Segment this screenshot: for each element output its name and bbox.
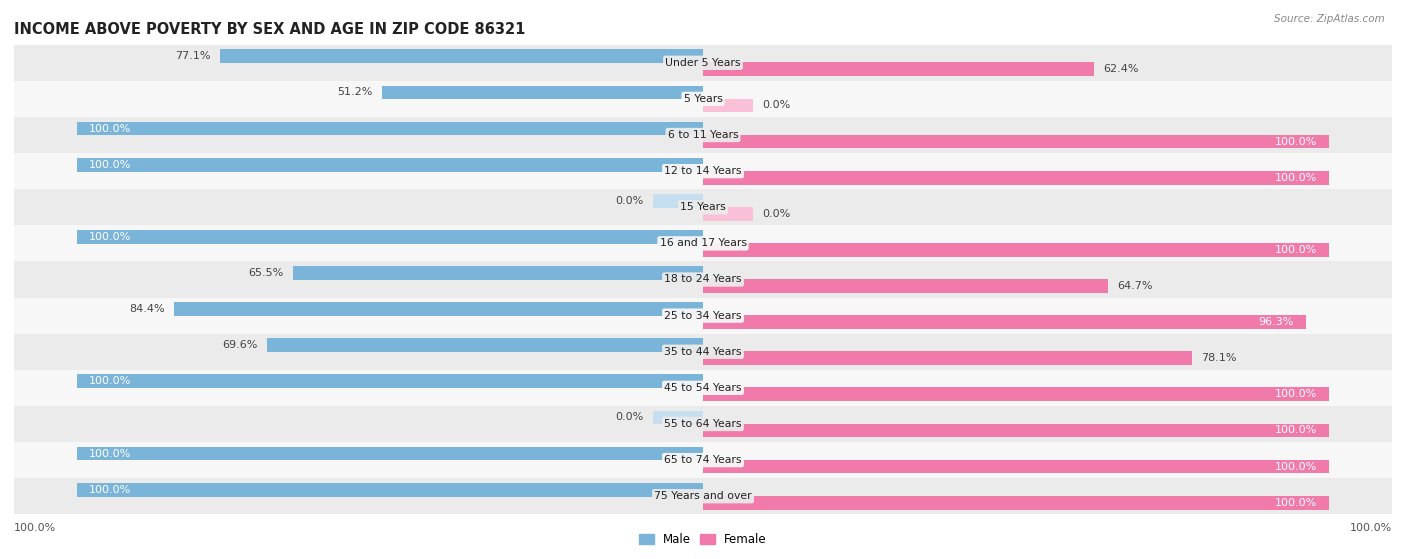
- Text: 100.0%: 100.0%: [89, 124, 132, 134]
- Text: 45 to 54 Years: 45 to 54 Years: [664, 383, 742, 393]
- Text: 25 to 34 Years: 25 to 34 Years: [664, 311, 742, 321]
- Legend: Male, Female: Male, Female: [634, 528, 772, 551]
- Text: 16 and 17 Years: 16 and 17 Years: [659, 238, 747, 248]
- Bar: [14, 45, 1392, 81]
- Text: Source: ZipAtlas.com: Source: ZipAtlas.com: [1274, 14, 1385, 24]
- Bar: [14, 370, 1392, 406]
- Bar: [221, 49, 703, 63]
- Text: 55 to 64 Years: 55 to 64 Years: [664, 419, 742, 429]
- Bar: [77, 122, 703, 135]
- Text: 0.0%: 0.0%: [616, 413, 644, 423]
- Text: 75 Years and over: 75 Years and over: [654, 491, 752, 501]
- Text: 100.0%: 100.0%: [1274, 425, 1317, 435]
- Bar: [77, 158, 703, 172]
- Bar: [703, 496, 1329, 510]
- Text: 69.6%: 69.6%: [222, 340, 257, 350]
- Text: 65.5%: 65.5%: [247, 268, 284, 278]
- Text: 78.1%: 78.1%: [1202, 353, 1237, 363]
- Bar: [382, 86, 703, 100]
- Text: 51.2%: 51.2%: [337, 87, 373, 97]
- Text: 12 to 14 Years: 12 to 14 Years: [664, 166, 742, 176]
- Text: 100.0%: 100.0%: [89, 232, 132, 242]
- Text: 84.4%: 84.4%: [129, 304, 165, 314]
- Bar: [14, 225, 1392, 262]
- Bar: [14, 297, 1392, 334]
- Text: 100.0%: 100.0%: [1274, 462, 1317, 472]
- Text: 100.0%: 100.0%: [1274, 498, 1317, 508]
- Bar: [703, 459, 1329, 473]
- Text: 15 Years: 15 Years: [681, 202, 725, 212]
- Bar: [703, 98, 754, 112]
- Text: 0.0%: 0.0%: [762, 209, 790, 219]
- Text: 100.0%: 100.0%: [1350, 523, 1392, 533]
- Text: 64.7%: 64.7%: [1118, 281, 1153, 291]
- Text: 100.0%: 100.0%: [89, 376, 132, 386]
- Bar: [703, 387, 1329, 401]
- Text: Under 5 Years: Under 5 Years: [665, 58, 741, 68]
- Bar: [14, 117, 1392, 153]
- Text: 100.0%: 100.0%: [14, 523, 56, 533]
- Bar: [703, 243, 1329, 257]
- Text: 18 to 24 Years: 18 to 24 Years: [664, 274, 742, 285]
- Bar: [703, 207, 754, 221]
- Bar: [703, 63, 1094, 76]
- Text: 100.0%: 100.0%: [89, 449, 132, 458]
- Text: 100.0%: 100.0%: [1274, 136, 1317, 146]
- Bar: [14, 442, 1392, 478]
- Bar: [292, 266, 703, 280]
- Bar: [703, 424, 1329, 437]
- Text: 0.0%: 0.0%: [762, 101, 790, 110]
- Bar: [703, 279, 1108, 293]
- Text: 65 to 74 Years: 65 to 74 Years: [664, 455, 742, 465]
- Bar: [703, 315, 1306, 329]
- Text: 100.0%: 100.0%: [89, 485, 132, 495]
- Bar: [14, 189, 1392, 225]
- Bar: [652, 411, 703, 424]
- Bar: [77, 375, 703, 388]
- Text: 5 Years: 5 Years: [683, 94, 723, 104]
- Text: 100.0%: 100.0%: [1274, 245, 1317, 255]
- Text: 100.0%: 100.0%: [1274, 390, 1317, 399]
- Bar: [14, 81, 1392, 117]
- Text: 77.1%: 77.1%: [176, 51, 211, 61]
- Bar: [14, 153, 1392, 189]
- Bar: [703, 352, 1192, 365]
- Bar: [14, 262, 1392, 297]
- Bar: [703, 135, 1329, 148]
- Text: 100.0%: 100.0%: [1274, 173, 1317, 183]
- Text: 0.0%: 0.0%: [616, 196, 644, 206]
- Bar: [77, 230, 703, 244]
- Bar: [174, 302, 703, 316]
- Bar: [652, 194, 703, 207]
- Bar: [14, 478, 1392, 514]
- Bar: [703, 171, 1329, 184]
- Bar: [14, 334, 1392, 370]
- Bar: [14, 406, 1392, 442]
- Text: 100.0%: 100.0%: [89, 160, 132, 169]
- Text: INCOME ABOVE POVERTY BY SEX AND AGE IN ZIP CODE 86321: INCOME ABOVE POVERTY BY SEX AND AGE IN Z…: [14, 22, 526, 36]
- Bar: [77, 483, 703, 496]
- Bar: [267, 338, 703, 352]
- Bar: [77, 447, 703, 461]
- Text: 35 to 44 Years: 35 to 44 Years: [664, 347, 742, 357]
- Text: 62.4%: 62.4%: [1104, 64, 1139, 74]
- Text: 6 to 11 Years: 6 to 11 Years: [668, 130, 738, 140]
- Text: 96.3%: 96.3%: [1258, 317, 1294, 327]
